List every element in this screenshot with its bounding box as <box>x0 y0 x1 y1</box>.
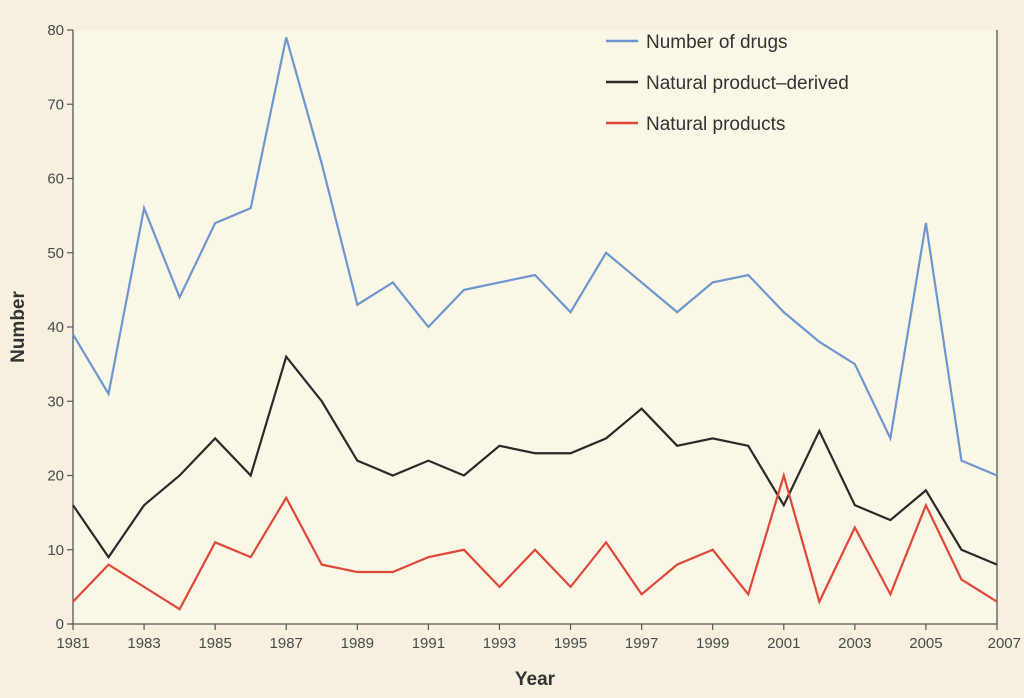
x-axis-title: Year <box>515 669 556 690</box>
series-line-0 <box>72 37 998 477</box>
plot-area <box>73 30 997 624</box>
x-tick-label: 2005 <box>909 635 942 652</box>
x-tick-label: 2001 <box>767 635 800 652</box>
y-tick-label: 20 <box>47 468 64 485</box>
y-tick-label: 40 <box>47 319 64 336</box>
y-tick-label: 30 <box>47 393 64 410</box>
y-tick-label: 0 <box>56 616 64 633</box>
legend: Number of drugs Natural product–derived Na… <box>606 32 849 135</box>
x-tick-label: 1985 <box>198 635 231 652</box>
x-tick-label: 2003 <box>838 635 871 652</box>
series-line-1 <box>72 354 998 566</box>
x-tick-label: 1981 <box>56 635 89 652</box>
x-tick-label: 1991 <box>412 635 445 652</box>
axes: 0 10 20 30 40 50 60 70 80 1981 1983 1985 1987 1989 199… <box>47 22 1021 652</box>
y-tick-label: 70 <box>47 96 64 113</box>
y-tick-label: 50 <box>47 245 64 262</box>
series-lines <box>72 37 998 611</box>
series-line-2 <box>72 471 998 611</box>
y-tick-label: 80 <box>47 22 64 39</box>
x-tick-label: 1997 <box>625 635 658 652</box>
x-tick-label: 1993 <box>483 635 516 652</box>
x-tick-label: 1989 <box>341 635 374 652</box>
x-tick-label: 1999 <box>696 635 729 652</box>
legend-label: Natural product–derived <box>646 73 849 94</box>
x-tick-label: 1995 <box>554 635 587 652</box>
legend-label: Number of drugs <box>646 32 788 53</box>
legend-label: Natural products <box>646 114 785 135</box>
y-axis-title: Number <box>8 291 29 363</box>
y-tick-label: 60 <box>47 171 64 188</box>
y-tick-label: 10 <box>47 542 64 559</box>
x-tick-label: 2007 <box>988 635 1021 652</box>
x-tick-label: 1983 <box>127 635 160 652</box>
x-tick-label: 1987 <box>270 635 303 652</box>
